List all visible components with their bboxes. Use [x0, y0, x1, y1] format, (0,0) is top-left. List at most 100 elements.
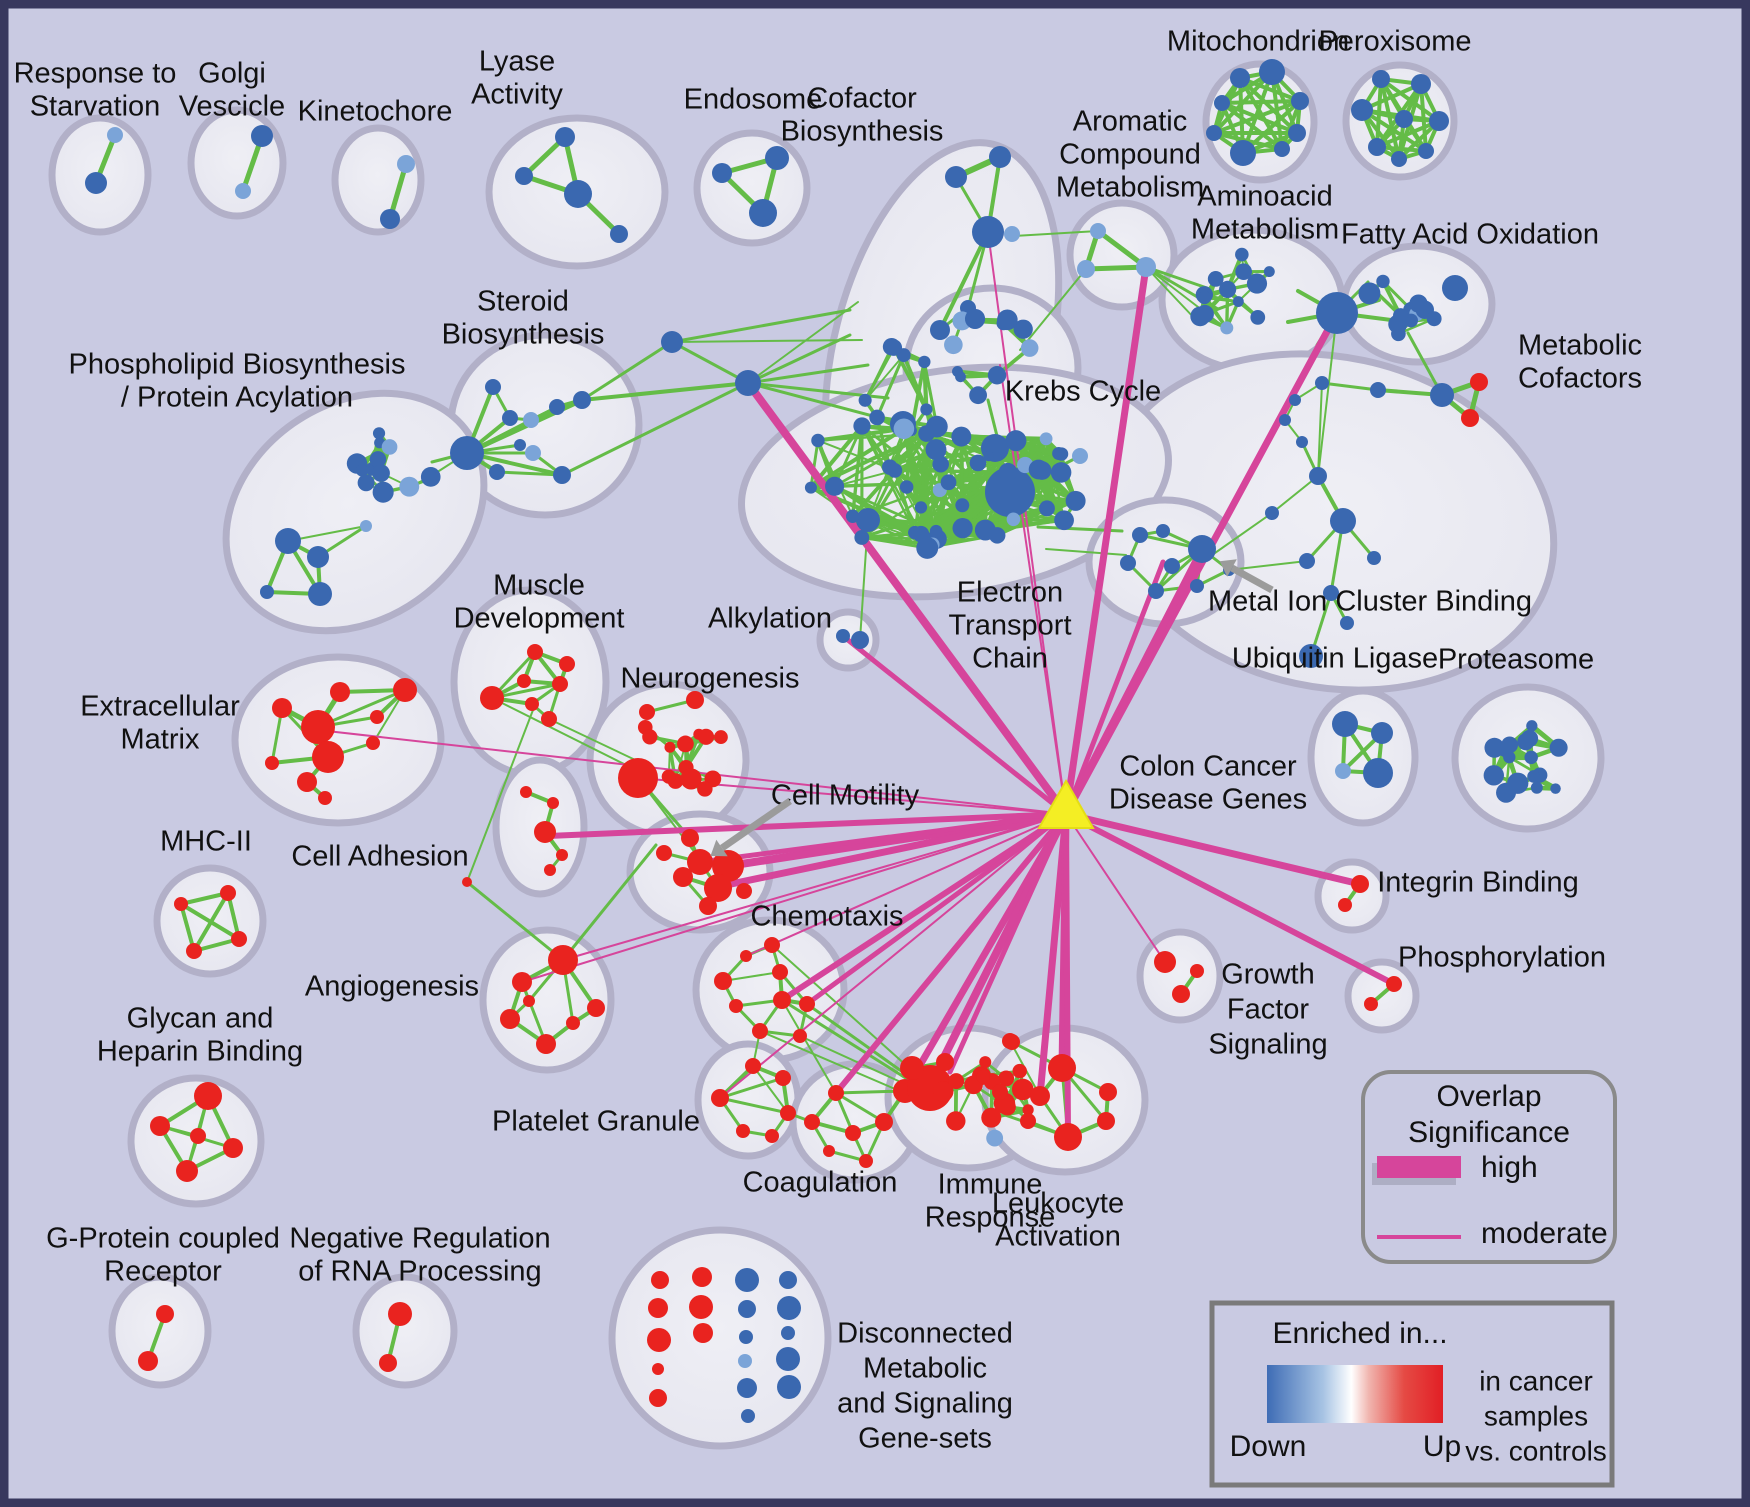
gene-set-node	[399, 476, 420, 497]
overlap-edge-moderate	[521, 813, 1067, 983]
coexpression-edge	[670, 308, 852, 344]
cluster-label-disconnected-gene-sets: Metabolic	[863, 1353, 987, 1385]
gene-set-node	[649, 1389, 667, 1407]
gene-set-node	[887, 463, 903, 478]
overlap-edge-high	[947, 811, 1069, 1075]
gene-set-node	[1132, 527, 1148, 543]
gene-set-node	[1364, 997, 1378, 1011]
gene-set-node	[220, 885, 236, 901]
gene-set-node	[512, 972, 532, 992]
gene-set-node	[357, 474, 375, 492]
gene-set-node	[1527, 770, 1540, 783]
gene-set-node	[929, 524, 943, 538]
gene-set-node	[308, 582, 332, 606]
gene-set-node	[932, 1081, 954, 1102]
gene-set-node	[536, 1034, 556, 1054]
gene-set-node	[955, 498, 970, 513]
legend-side-text: samples	[1484, 1400, 1588, 1431]
gene-set-node	[836, 629, 850, 643]
gene-set-node	[275, 528, 301, 554]
gene-set-node	[677, 735, 694, 753]
cluster-label-mhc-ii: MHC-II	[160, 826, 252, 858]
gene-set-node	[541, 711, 557, 727]
legend-title: Overlap	[1436, 1080, 1541, 1113]
cluster-label-angiogenesis: Angiogenesis	[305, 971, 479, 1003]
gene-set-node	[1274, 141, 1290, 157]
overlap-edge-high	[545, 811, 1069, 839]
gene-set-node	[502, 410, 518, 426]
cluster-label-golgi-vescicle: Golgi	[198, 58, 266, 90]
gene-set-node	[1367, 551, 1381, 565]
gene-set-node	[1099, 1083, 1117, 1101]
cluster-label-phospholipid-biosynthesis: Phospholipid Biosynthesis	[69, 349, 406, 381]
gene-set-node	[424, 470, 439, 486]
gene-set-node	[981, 1107, 1002, 1128]
overlap-edge-high	[1063, 811, 1397, 987]
cluster-label-endosome: Endosome	[684, 84, 823, 116]
gene-set-node	[749, 199, 777, 227]
gene-set-node	[372, 427, 386, 440]
gene-set-node	[1483, 765, 1504, 786]
overlap-edge-moderate	[745, 813, 1067, 957]
gene-set-node	[527, 644, 543, 660]
cluster-label-disconnected-gene-sets: and Signaling	[837, 1388, 1013, 1420]
overlap-edge-high	[1062, 545, 1206, 818]
gene-set-node	[1265, 506, 1279, 520]
gene-set-node	[1376, 274, 1390, 289]
gene-set-node	[1190, 579, 1204, 593]
overlap-edge-high	[697, 811, 1069, 865]
gene-set-node	[1288, 124, 1306, 142]
cluster-label-metal-ion-cluster-binding: Metal Ion Cluster Binding	[1208, 586, 1532, 618]
gene-set-node	[1230, 140, 1256, 166]
cluster-label-glycan-heparin-binding: Heparin Binding	[97, 1036, 303, 1068]
gene-set-node	[366, 736, 380, 750]
gene-set-node	[1013, 319, 1033, 339]
cluster-label-leukocyte-activation: Activation	[995, 1221, 1121, 1253]
gene-set-node	[997, 309, 1018, 331]
coexpression-edge	[580, 340, 674, 402]
gene-set-node	[656, 845, 672, 861]
gene-set-node	[485, 379, 501, 395]
gene-set-node	[916, 536, 939, 559]
gene-set-node	[793, 1029, 807, 1043]
gene-set-node	[1363, 758, 1393, 788]
gene-set-node	[951, 426, 972, 447]
gene-set-node	[138, 1351, 158, 1371]
high-significance-swatch	[1377, 1156, 1461, 1178]
gene-set-node	[1072, 448, 1088, 464]
gene-set-node	[680, 768, 702, 790]
cluster-label-phosphorylation: Phosphorylation	[1398, 942, 1606, 974]
gene-set-node	[1442, 275, 1468, 301]
cluster-label-growth-factor-signaling: Growth	[1221, 959, 1314, 991]
gene-set-node	[1411, 74, 1431, 94]
cluster-label-mitochondrion: Mitochondrion	[1167, 26, 1349, 58]
gene-set-node	[523, 412, 539, 428]
gene-set-node	[735, 370, 761, 396]
gene-set-node	[1250, 309, 1266, 325]
coexpression-edge	[747, 301, 859, 384]
coexpression-edge	[1317, 312, 1338, 478]
gene-set-node	[945, 166, 967, 188]
cluster-label-steroid-biosynthesis: Biosynthesis	[442, 319, 605, 351]
gene-set-node	[369, 451, 387, 468]
coexpression-edge	[1045, 451, 1061, 511]
gene-set-node	[1393, 308, 1408, 323]
cluster-bubble-ubiquitin-ligase	[1307, 687, 1419, 827]
gene-set-node	[523, 995, 535, 1007]
gene-set-node	[553, 466, 571, 484]
gene-set-node	[1005, 430, 1027, 452]
gene-set-node	[823, 1145, 835, 1157]
coexpression-edge	[759, 1030, 903, 1093]
legend-up-label: Up	[1423, 1430, 1461, 1463]
gene-set-node	[764, 937, 780, 953]
gene-set-node	[534, 821, 556, 843]
gene-set-node	[729, 999, 743, 1013]
gene-set-node	[1219, 280, 1237, 298]
coexpression-edge	[671, 339, 863, 343]
gene-set-node	[1391, 151, 1407, 167]
gene-set-node	[714, 972, 732, 990]
coexpression-edge	[287, 525, 367, 542]
legend-title: Significance	[1408, 1116, 1570, 1149]
